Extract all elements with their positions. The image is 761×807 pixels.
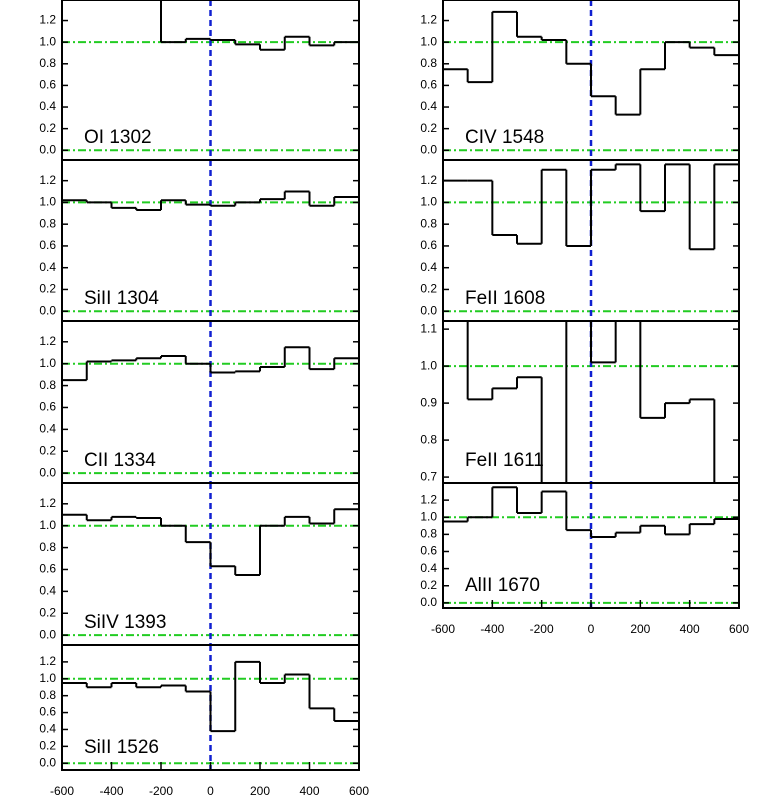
- x-tick-label: -200: [530, 622, 554, 636]
- y-tick-label: 0.8: [420, 216, 437, 230]
- x-tick-label: 400: [299, 784, 319, 798]
- x-tick-label: 0: [588, 622, 595, 636]
- y-tick-label: 1.2: [420, 13, 437, 27]
- y-tick-label: 0.8: [420, 432, 437, 446]
- panel: [62, 321, 359, 483]
- y-tick-label: 0.4: [39, 722, 56, 736]
- y-tick-label: 0.6: [39, 400, 56, 414]
- panel: [443, 0, 739, 160]
- y-tick-label: 0.8: [39, 216, 56, 230]
- y-tick-label: 0.2: [39, 121, 56, 135]
- y-tick-label: 1.2: [39, 13, 56, 27]
- y-tick-label: 0.7: [420, 469, 437, 483]
- y-tick-label: 0.2: [420, 121, 437, 135]
- y-tick-label: 0.2: [39, 443, 56, 457]
- y-tick-label: 0.2: [39, 605, 56, 619]
- y-tick-label: 0.4: [39, 260, 56, 274]
- y-tick-label: 0.2: [39, 739, 56, 753]
- panel: [62, 483, 359, 645]
- y-tick-label: 0.0: [420, 595, 437, 609]
- y-tick-label: 1.2: [39, 496, 56, 510]
- y-tick-label: 0.0: [39, 303, 56, 317]
- line-label: CIV 1548: [465, 127, 544, 148]
- y-tick-label: 1.2: [39, 654, 56, 668]
- line-label: SiII 1526: [84, 737, 159, 758]
- y-tick-label: 0.4: [420, 99, 437, 113]
- y-tick-label: 1.0: [420, 358, 437, 372]
- x-tick-label: 600: [349, 784, 369, 798]
- line-label: FeII 1608: [465, 288, 545, 309]
- y-tick-label: 0.0: [420, 142, 437, 156]
- y-tick-label: 1.2: [39, 173, 56, 187]
- y-tick-label: 1.0: [420, 509, 437, 523]
- y-tick-label: 0.0: [39, 142, 56, 156]
- y-tick-label: 0.4: [420, 561, 437, 575]
- x-tick-label: 600: [729, 622, 749, 636]
- panel: [62, 0, 359, 160]
- x-tick-label: 0: [207, 784, 214, 798]
- x-tick-label: 400: [680, 622, 700, 636]
- y-tick-label: 0.6: [39, 705, 56, 719]
- y-tick-label: 0.6: [420, 78, 437, 92]
- y-tick-label: 0.0: [39, 627, 56, 641]
- x-tick-label: -200: [149, 784, 173, 798]
- y-tick-label: 1.0: [420, 195, 437, 209]
- y-tick-label: 1.2: [420, 492, 437, 506]
- y-tick-label: 0.0: [39, 465, 56, 479]
- x-tick-label: -400: [99, 784, 123, 798]
- line-label: OI 1302: [84, 127, 152, 148]
- panel: [62, 160, 359, 321]
- y-tick-label: 0.9: [420, 395, 437, 409]
- y-tick-label: 0.6: [420, 544, 437, 558]
- y-tick-label: 0.4: [39, 422, 56, 436]
- y-tick-label: 0.8: [39, 540, 56, 554]
- panel: [443, 321, 739, 483]
- y-tick-label: 0.6: [39, 78, 56, 92]
- line-label: CII 1334: [84, 450, 156, 471]
- y-tick-label: 0.6: [420, 238, 437, 252]
- y-tick-label: 0.4: [39, 584, 56, 598]
- y-tick-label: 0.8: [39, 56, 56, 70]
- y-tick-label: 0.2: [420, 578, 437, 592]
- x-tick-label: -600: [50, 784, 74, 798]
- y-tick-label: 1.1: [420, 321, 437, 335]
- y-tick-label: 0.0: [39, 755, 56, 769]
- y-tick-label: 1.0: [39, 356, 56, 370]
- y-tick-label: 0.8: [420, 527, 437, 541]
- y-tick-label: 1.2: [420, 173, 437, 187]
- y-tick-label: 1.0: [39, 518, 56, 532]
- y-tick-label: 1.2: [39, 334, 56, 348]
- x-tick-label: 200: [630, 622, 650, 636]
- y-tick-label: 0.8: [420, 56, 437, 70]
- x-tick-label: 200: [250, 784, 270, 798]
- x-tick-label: -600: [431, 622, 455, 636]
- y-tick-label: 0.8: [39, 688, 56, 702]
- panel: [443, 160, 739, 321]
- y-tick-label: 0.2: [39, 282, 56, 296]
- y-tick-label: 1.0: [39, 195, 56, 209]
- y-tick-label: 0.6: [39, 238, 56, 252]
- x-tick-label: -400: [480, 622, 504, 636]
- y-tick-label: 0.4: [420, 260, 437, 274]
- y-tick-label: 0.8: [39, 378, 56, 392]
- y-tick-label: 1.0: [420, 34, 437, 48]
- y-tick-label: 0.0: [420, 303, 437, 317]
- line-label: SiII 1304: [84, 288, 159, 309]
- y-tick-label: 0.4: [39, 99, 56, 113]
- y-tick-label: 1.0: [39, 34, 56, 48]
- line-label: AlII 1670: [465, 575, 540, 596]
- line-label: SiIV 1393: [84, 612, 166, 633]
- y-tick-label: 0.2: [420, 282, 437, 296]
- y-tick-label: 0.6: [39, 562, 56, 576]
- line-label: FeII 1611: [465, 450, 544, 471]
- y-tick-label: 1.0: [39, 671, 56, 685]
